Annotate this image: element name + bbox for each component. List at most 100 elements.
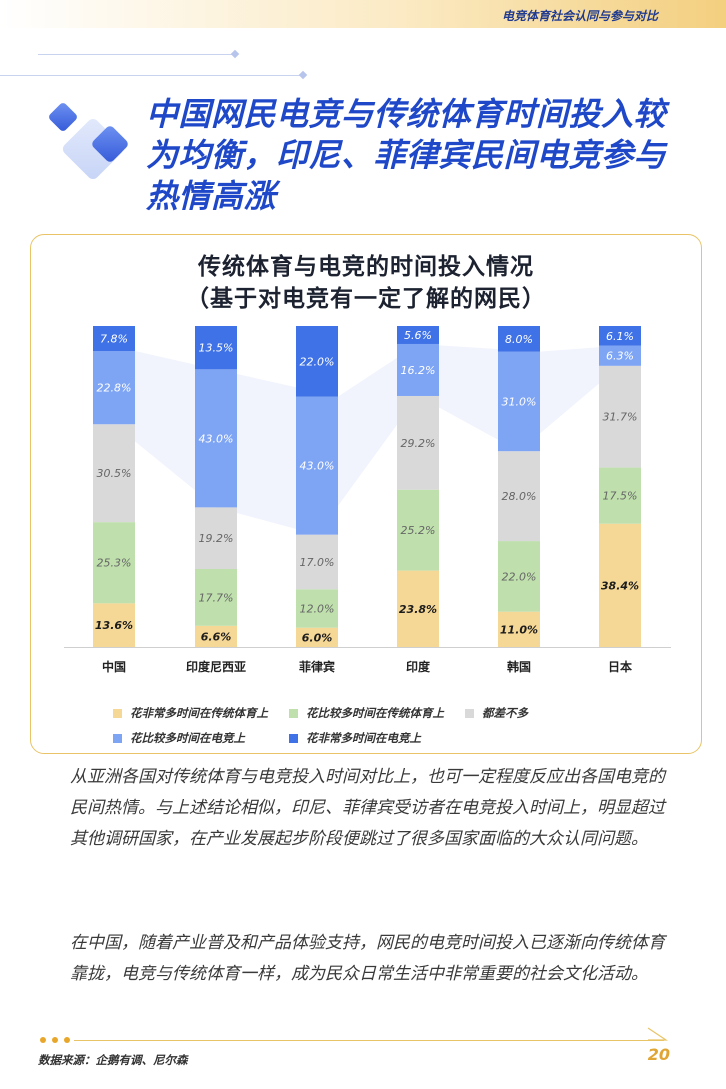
legend-label: 花非常多时间在传统体育上 xyxy=(130,706,268,720)
data-label: 16.2% xyxy=(401,364,436,377)
bar-segment xyxy=(93,424,135,523)
headline-line: 为均衡，印尼、菲律宾民间电竞参与 xyxy=(146,136,667,174)
data-source: 数据来源：企鹅有调、尼尔森 xyxy=(38,1053,188,1067)
x-tick-label: 韩国 xyxy=(507,659,531,674)
legend-item: 花比较多时间在传统体育上 xyxy=(289,705,444,721)
data-label: 29.2% xyxy=(401,437,436,450)
bar-segment xyxy=(296,627,338,647)
bar-segment xyxy=(599,345,641,366)
legend-label: 花比较多时间在电竞上 xyxy=(130,731,245,745)
footer-dot xyxy=(40,1037,46,1043)
headline-line: 中国网民电竞与传统体育时间投入较 xyxy=(146,95,667,133)
data-label: 22.0% xyxy=(300,355,335,368)
bar-segment xyxy=(599,326,641,346)
footer-divider xyxy=(74,1040,664,1041)
legend-item: 都差不多 xyxy=(465,705,528,721)
footer-dot xyxy=(52,1037,58,1043)
data-label: 17.7% xyxy=(199,591,234,604)
legend-swatch xyxy=(113,709,122,718)
bar-segment xyxy=(93,351,135,425)
bar-segment xyxy=(195,568,237,626)
body-paragraph: 在中国，随着产业普及和产品体验支持，网民的电竞时间投入已逐渐向传统体育靠拢，电竞… xyxy=(70,933,665,984)
bar-segment xyxy=(195,369,237,508)
data-label: 22.0% xyxy=(502,570,537,583)
data-label: 13.6% xyxy=(95,619,133,632)
bar-segment xyxy=(397,326,439,344)
bar-segment xyxy=(599,523,641,647)
bar-segment xyxy=(498,351,540,452)
bar-segment xyxy=(498,611,540,647)
legend-label: 花比较多时间在传统体育上 xyxy=(306,706,444,720)
body-paragraph: 从亚洲各国对传统体育与电竞投入时间对比上，也可一定程度反应出各国电竞的民间热情。… xyxy=(70,767,665,849)
section-label: 电竞体育社会认同与参与对比 xyxy=(501,9,658,23)
data-label: 17.5% xyxy=(603,490,638,503)
data-label: 7.8% xyxy=(100,333,128,346)
bar-segment xyxy=(397,343,439,396)
legend-swatch xyxy=(289,709,298,718)
bar-segment xyxy=(599,467,641,524)
x-tick-label: 印度尼西亚 xyxy=(186,659,246,674)
page-number: 20 xyxy=(647,1045,670,1064)
diamond-logo-icon xyxy=(49,103,128,180)
legend-label: 花非常多时间在电竞上 xyxy=(306,731,421,745)
data-label: 43.0% xyxy=(300,460,335,473)
legend-label: 都差不多 xyxy=(482,706,528,720)
data-label: 11.0% xyxy=(500,623,538,636)
data-label: 30.5% xyxy=(97,467,132,480)
decorative-dot xyxy=(230,49,240,59)
footer-dot xyxy=(64,1037,70,1043)
bar-segment xyxy=(93,603,135,647)
bar-segment xyxy=(195,326,237,370)
data-label: 6.6% xyxy=(201,630,232,643)
bar-segment xyxy=(195,507,237,569)
x-tick-label: 中国 xyxy=(102,659,126,674)
bar-segment xyxy=(498,326,540,352)
legend-swatch xyxy=(289,734,298,743)
data-label: 28.0% xyxy=(502,490,537,503)
data-label: 38.4% xyxy=(601,579,639,592)
x-tick-label: 菲律宾 xyxy=(299,659,335,674)
top-banner: 电竞体育社会认同与参与对比 xyxy=(0,0,726,28)
legend-swatch xyxy=(113,734,122,743)
data-label: 6.0% xyxy=(302,631,333,644)
page-headline: 中国网民电竞与传统体育时间投入较 为均衡，印尼、菲律宾民间电竞参与 热情高涨 xyxy=(146,94,686,217)
data-label: 5.6% xyxy=(404,329,432,342)
data-label: 31.7% xyxy=(603,411,638,424)
x-tick-label: 印度 xyxy=(406,659,431,674)
legend-item: 花非常多时间在电竞上 xyxy=(289,730,421,746)
data-label: 19.2% xyxy=(199,532,234,545)
bar-segment xyxy=(599,365,641,468)
bar-segment xyxy=(93,522,135,604)
connector-band xyxy=(114,343,620,535)
chart-title: 传统体育与电竞的时间投入情况 xyxy=(198,254,534,280)
legend-item: 花比较多时间在电竞上 xyxy=(113,730,245,746)
bar-segment xyxy=(397,395,439,490)
stacked-bar-chart: 13.6% 25.3% 30.5% 22.8% 7.8% 6.6% 17.7% 19.2% 43… xyxy=(64,326,671,674)
footer-arrow-icon xyxy=(647,1027,668,1041)
chart-card: 传统体育与电竞的时间投入情况 （基于对电竞有一定了解的网民） 13.6% 25.3… xyxy=(30,234,702,754)
data-label: 17.0% xyxy=(300,556,335,569)
chart-subtitle: （基于对电竞有一定了解的网民） xyxy=(186,286,546,312)
data-label: 6.1% xyxy=(606,330,634,343)
legend-swatch xyxy=(465,709,474,718)
bar-segment xyxy=(397,489,439,571)
bar-segment xyxy=(296,396,338,535)
data-label: 43.0% xyxy=(199,432,234,445)
bar-segment xyxy=(296,589,338,628)
bar-segment xyxy=(93,326,135,352)
data-label: 6.3% xyxy=(606,350,634,363)
data-label: 31.0% xyxy=(502,395,537,408)
bar-segment xyxy=(397,570,439,647)
bar-segment xyxy=(296,326,338,397)
decorative-line xyxy=(38,54,238,55)
bar-segment xyxy=(296,534,338,590)
data-label: 23.8% xyxy=(399,603,437,616)
decorative-dot xyxy=(298,70,308,80)
bar-segment xyxy=(498,451,540,542)
data-label: 22.8% xyxy=(97,382,132,395)
bar-segment xyxy=(195,625,237,647)
decorative-line xyxy=(0,75,305,76)
legend-item: 花非常多时间在传统体育上 xyxy=(113,705,268,721)
data-label: 8.0% xyxy=(505,333,533,346)
data-label: 12.0% xyxy=(300,602,335,615)
